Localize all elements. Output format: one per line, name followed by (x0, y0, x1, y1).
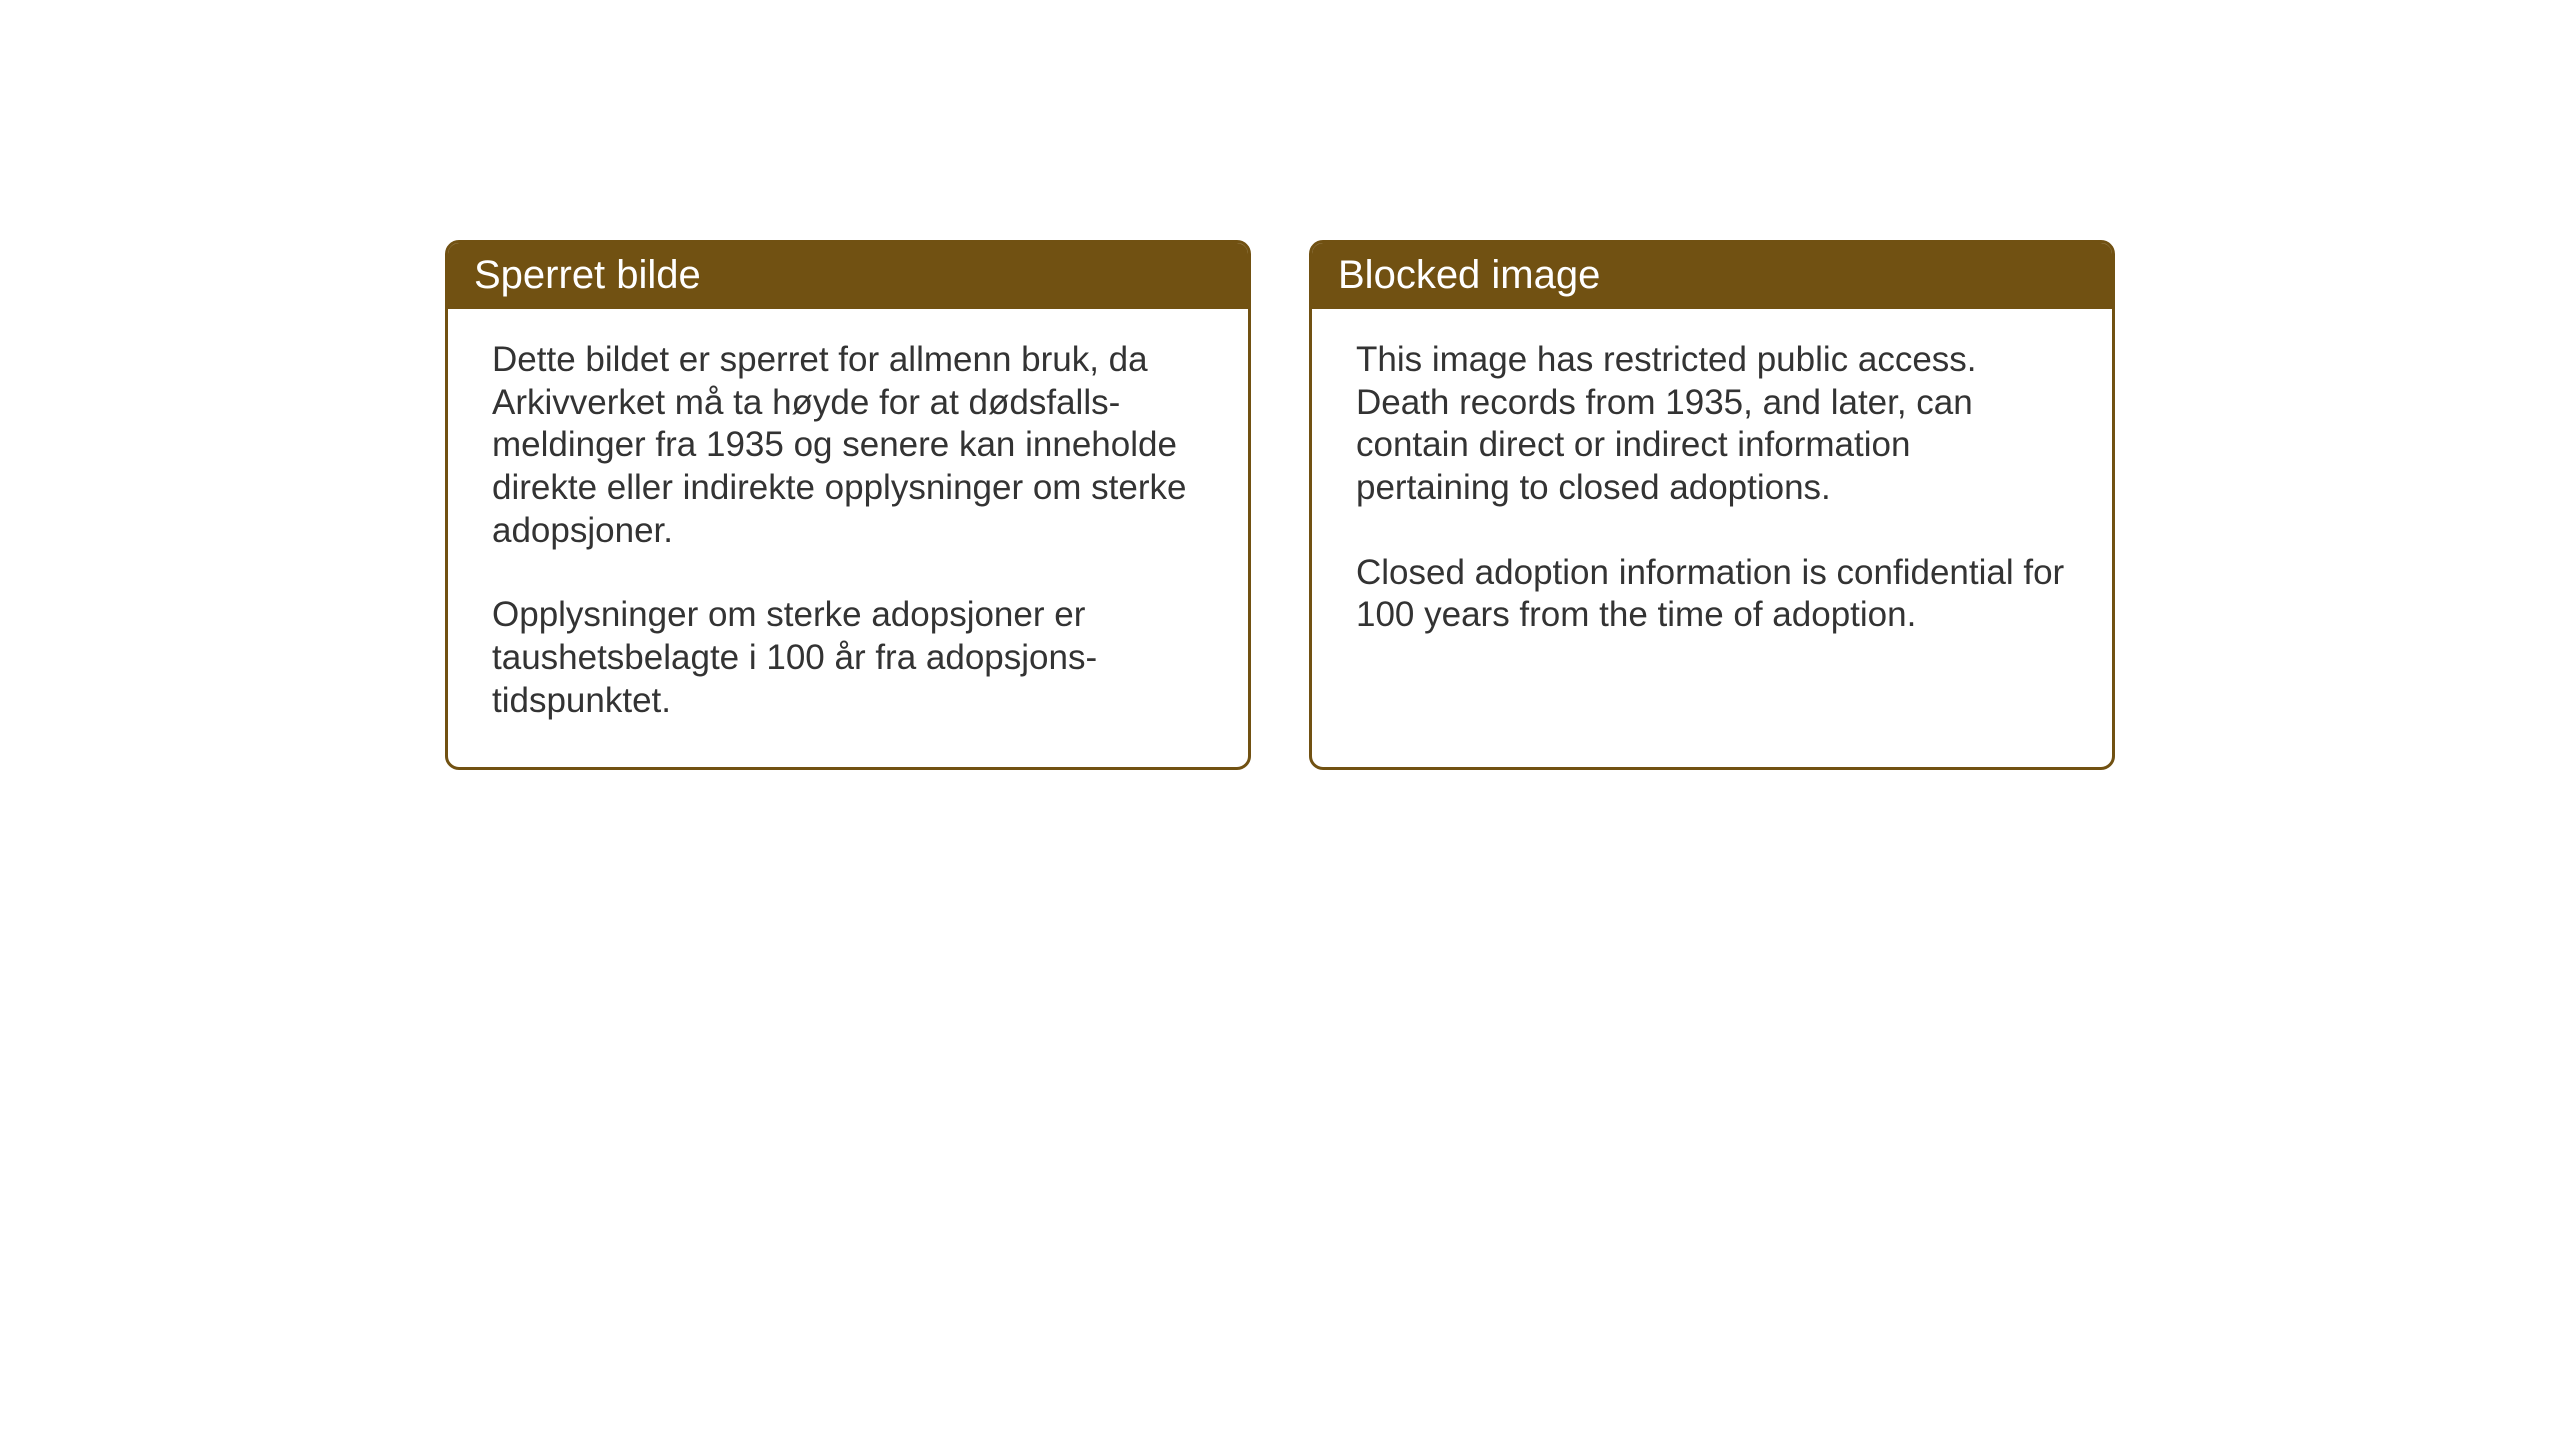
card-paragraph-2-english: Closed adoption information is confident… (1356, 552, 2068, 637)
cards-container: Sperret bilde Dette bildet er sperret fo… (445, 240, 2115, 770)
card-paragraph-2-norwegian: Opplysninger om sterke adopsjoner er tau… (492, 594, 1204, 722)
card-body-english: This image has restricted public access.… (1312, 309, 2112, 694)
info-card-english: Blocked image This image has restricted … (1309, 240, 2115, 770)
info-card-norwegian: Sperret bilde Dette bildet er sperret fo… (445, 240, 1251, 770)
card-body-norwegian: Dette bildet er sperret for allmenn bruk… (448, 309, 1248, 767)
card-paragraph-1-english: This image has restricted public access.… (1356, 339, 2068, 510)
card-header-english: Blocked image (1312, 243, 2112, 309)
card-paragraph-1-norwegian: Dette bildet er sperret for allmenn bruk… (492, 339, 1204, 552)
card-header-norwegian: Sperret bilde (448, 243, 1248, 309)
